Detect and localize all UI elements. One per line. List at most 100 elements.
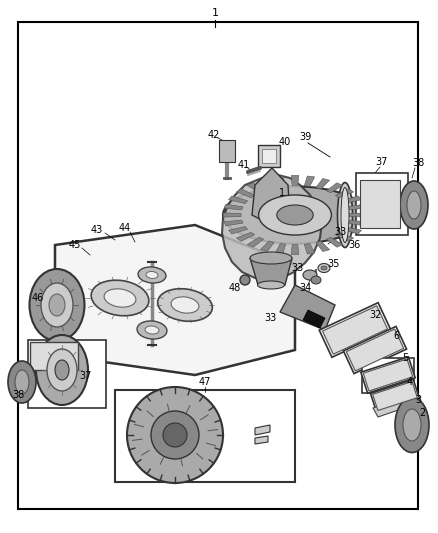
Ellipse shape (258, 195, 332, 235)
Polygon shape (237, 189, 254, 198)
Polygon shape (326, 237, 343, 247)
Ellipse shape (49, 294, 65, 316)
Ellipse shape (240, 275, 250, 285)
Text: 41: 41 (238, 160, 250, 170)
Ellipse shape (36, 335, 88, 405)
Polygon shape (276, 244, 286, 254)
Polygon shape (30, 342, 78, 370)
Polygon shape (255, 425, 270, 435)
Bar (115, 390, 295, 482)
Text: 44: 44 (119, 223, 131, 233)
Ellipse shape (47, 349, 77, 391)
Polygon shape (360, 180, 400, 228)
Polygon shape (252, 168, 290, 225)
Bar (262, 149, 276, 163)
Ellipse shape (403, 409, 421, 441)
Polygon shape (319, 303, 391, 357)
Text: 38: 38 (412, 158, 424, 168)
Text: 6: 6 (393, 331, 399, 341)
Bar (362, 358, 414, 393)
Text: 37: 37 (376, 157, 388, 167)
Text: 40: 40 (279, 137, 291, 147)
Polygon shape (224, 204, 243, 210)
Text: 38: 38 (12, 390, 24, 400)
Ellipse shape (29, 269, 85, 341)
Text: 43: 43 (91, 225, 103, 235)
Text: 5: 5 (402, 353, 408, 363)
Text: 46: 46 (32, 293, 44, 303)
Polygon shape (304, 176, 314, 187)
Polygon shape (261, 179, 274, 189)
Polygon shape (250, 258, 292, 285)
Text: 32: 32 (369, 310, 381, 320)
Polygon shape (371, 379, 420, 413)
Text: 2: 2 (419, 408, 425, 418)
Ellipse shape (395, 398, 429, 453)
Polygon shape (291, 245, 299, 255)
Bar (28, 340, 106, 408)
Polygon shape (347, 204, 366, 210)
Ellipse shape (91, 280, 149, 316)
Ellipse shape (15, 370, 29, 394)
Polygon shape (261, 241, 274, 252)
Ellipse shape (400, 181, 428, 229)
Ellipse shape (138, 267, 166, 283)
Polygon shape (343, 196, 361, 204)
Polygon shape (303, 310, 325, 328)
Text: 37: 37 (79, 371, 91, 381)
Polygon shape (316, 241, 329, 252)
Polygon shape (229, 227, 247, 234)
Polygon shape (349, 213, 367, 217)
Ellipse shape (41, 283, 73, 327)
Ellipse shape (145, 326, 159, 334)
Text: 33: 33 (291, 263, 303, 273)
Text: 3: 3 (415, 395, 421, 405)
Text: 48: 48 (229, 283, 241, 293)
Ellipse shape (151, 411, 199, 459)
Text: 4: 4 (407, 377, 413, 387)
Polygon shape (229, 196, 247, 204)
Text: 47: 47 (199, 377, 211, 387)
Ellipse shape (303, 270, 317, 280)
Polygon shape (247, 183, 264, 193)
Polygon shape (291, 175, 299, 185)
Ellipse shape (146, 271, 158, 279)
Polygon shape (247, 237, 264, 247)
Polygon shape (276, 176, 286, 187)
Polygon shape (224, 220, 243, 226)
Ellipse shape (338, 182, 353, 247)
Polygon shape (255, 436, 268, 444)
Ellipse shape (104, 289, 136, 307)
Polygon shape (280, 285, 335, 330)
Text: 34: 34 (299, 283, 311, 293)
Text: 42: 42 (208, 130, 220, 140)
Polygon shape (237, 232, 254, 241)
Ellipse shape (127, 387, 223, 483)
Ellipse shape (321, 266, 327, 270)
Text: 33: 33 (334, 227, 346, 237)
Polygon shape (223, 213, 241, 217)
Bar (356, 173, 408, 235)
Polygon shape (343, 326, 406, 374)
Ellipse shape (158, 289, 212, 321)
Text: 1: 1 (279, 188, 285, 198)
Ellipse shape (407, 191, 421, 219)
Polygon shape (347, 220, 366, 226)
Ellipse shape (8, 361, 36, 403)
Ellipse shape (137, 321, 167, 339)
Polygon shape (336, 232, 353, 241)
Polygon shape (55, 225, 295, 375)
Ellipse shape (163, 423, 187, 447)
Polygon shape (363, 359, 413, 391)
Text: 45: 45 (69, 240, 81, 250)
Polygon shape (373, 396, 413, 417)
Ellipse shape (258, 281, 285, 289)
Ellipse shape (250, 252, 292, 264)
Polygon shape (222, 175, 322, 280)
Polygon shape (316, 179, 329, 189)
Bar (219, 140, 235, 162)
Bar (258, 145, 280, 167)
Ellipse shape (341, 188, 349, 243)
Polygon shape (336, 189, 353, 198)
Polygon shape (373, 382, 417, 410)
